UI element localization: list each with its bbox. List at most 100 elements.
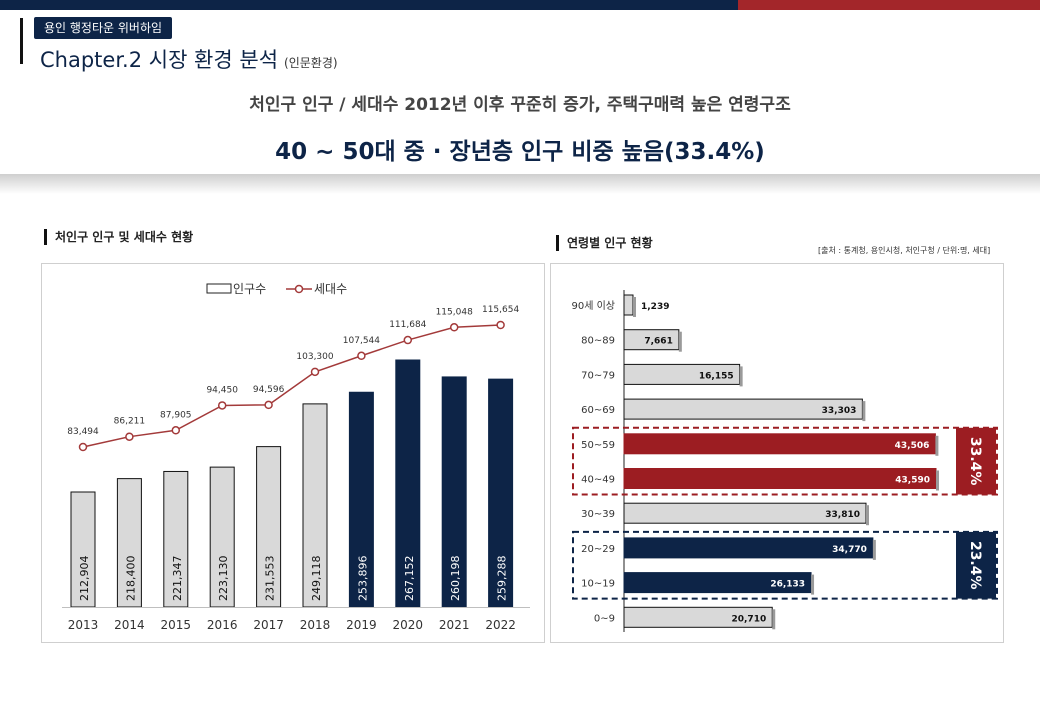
- household-point: [496, 320, 505, 330]
- population-bar-label: 223,130: [217, 556, 230, 602]
- age-category-label: 30~39: [581, 509, 615, 520]
- age-chart-panel: 90세 이상 1,239 80~89 7,661 70~79 16,155 60~69 33,…: [550, 263, 1004, 643]
- age-group-badge: [956, 427, 996, 495]
- population-bar: [256, 446, 282, 608]
- age-category-label: 90세 이상: [571, 300, 615, 312]
- chapter-title: Chapter.2 시장 환경 분석 (인문환경): [40, 44, 338, 74]
- age-category-label: 40~49: [581, 475, 615, 486]
- population-bar-label: 253,896: [356, 556, 369, 602]
- population-bar-label: 212,904: [78, 556, 91, 602]
- age-bar-label: 1,239: [641, 302, 669, 312]
- household-point: [171, 426, 181, 435]
- x-tick-label: 2017: [253, 618, 284, 632]
- x-tick-label: 2018: [300, 618, 331, 632]
- household-point: [403, 335, 413, 345]
- brand-badge: 용인 행정타운 위버하임: [34, 17, 173, 39]
- chapter-subtitle: (인문환경): [284, 56, 338, 70]
- x-tick-label: 2021: [439, 618, 470, 632]
- x-tick-label: 2019: [346, 618, 377, 632]
- top-bar-red: [738, 0, 1040, 10]
- household-label: 115,048: [436, 307, 473, 317]
- header-accent-line: [20, 18, 23, 64]
- household-point: [264, 400, 273, 410]
- household-point: [217, 401, 227, 410]
- population-bar-label: 221,347: [171, 556, 184, 602]
- age-category-label: 0~9: [594, 613, 615, 624]
- age-bar-shadow: [935, 435, 939, 456]
- household-point: [310, 367, 320, 377]
- population-bar-label: 249,118: [310, 556, 323, 602]
- population-bar: [395, 359, 421, 608]
- age-bar-label: 33,810: [825, 510, 860, 520]
- age-bar-label: 26,133: [770, 580, 805, 590]
- age-category-label: 70~79: [581, 370, 615, 381]
- legend-line-label: 세대수: [314, 282, 347, 296]
- household-label: 111,684: [389, 320, 426, 330]
- top-bar-navy: [0, 0, 738, 10]
- age-group-outline: [572, 530, 998, 600]
- age-group-badge: [956, 531, 996, 599]
- x-tick-label: 2013: [68, 618, 99, 632]
- age-category-label: 60~69: [581, 405, 615, 416]
- age-category-label: 80~89: [581, 336, 615, 347]
- age-group-outline: [572, 426, 998, 496]
- household-label: 94,450: [206, 385, 238, 395]
- household-point: [78, 442, 88, 452]
- population-bar-label: 218,400: [124, 556, 137, 602]
- household-label: 94,596: [253, 385, 285, 395]
- x-tick-label: 2014: [114, 618, 145, 632]
- population-bar: [116, 478, 142, 608]
- household-point: [357, 351, 366, 361]
- age-category-label: 20~29: [581, 544, 615, 555]
- age-bar-shadow: [811, 574, 815, 595]
- household-label: 83,494: [67, 427, 99, 437]
- age-bar-shadow: [865, 505, 869, 526]
- headline-line2: 40 ~ 50대 중 · 장년층 인구 비중 높음(33.4%): [275, 139, 765, 165]
- household-label: 103,300: [296, 352, 333, 362]
- legend-line-marker: [294, 284, 304, 294]
- age-bar: [623, 294, 634, 316]
- population-bar: [302, 403, 328, 608]
- age-bar: [623, 433, 936, 455]
- age-group-share-label: 23.4%: [967, 541, 983, 590]
- age-bar-shadow: [633, 297, 636, 317]
- age-bar-shadow: [862, 401, 866, 422]
- household-label: 115,654: [482, 305, 519, 315]
- left-panel-title: 처인구 인구 및 세대수 현황: [44, 229, 193, 245]
- age-group-share-label: 33.4%: [967, 437, 983, 486]
- household-line: [82, 324, 501, 448]
- age-bar-shadow: [936, 470, 939, 491]
- age-category-label: 50~59: [581, 440, 615, 451]
- age-bar: [623, 468, 937, 489]
- x-tick-label: 2022: [485, 618, 516, 632]
- age-bar-label: 43,506: [895, 441, 930, 451]
- x-tick-label: 2015: [161, 618, 192, 632]
- age-distribution-chart: 90세 이상 1,239 80~89 7,661 70~79 16,155 60~69 33,…: [571, 290, 998, 632]
- age-bar-label: 34,770: [832, 545, 867, 555]
- age-bar-label: 33,303: [822, 406, 857, 416]
- legend-bar-label: 인구수: [233, 282, 266, 296]
- population-bar-label: 267,152: [403, 556, 416, 602]
- age-bar-shadow: [739, 366, 743, 387]
- x-tick-label: 2016: [207, 618, 238, 632]
- age-bar-label: 16,155: [699, 371, 734, 381]
- age-bar-label: 7,661: [644, 337, 672, 347]
- age-bar-label: 43,590: [895, 476, 930, 486]
- right-panel-title: 연령별 인구 현황: [556, 235, 653, 251]
- x-tick-label: 2020: [393, 618, 424, 632]
- age-category-label: 10~19: [581, 579, 615, 590]
- household-label: 86,211: [114, 417, 145, 427]
- chapter-title-text: Chapter.2 시장 환경 분석: [40, 48, 279, 72]
- household-point: [125, 432, 134, 441]
- population-bar: [488, 378, 514, 608]
- age-bar-shadow: [678, 331, 682, 352]
- population-bar-label: 231,553: [264, 556, 277, 602]
- population-bar-label: 259,288: [496, 556, 509, 602]
- population-bar: [441, 376, 467, 608]
- divider-shadow: [0, 174, 1040, 194]
- household-label: 87,905: [160, 410, 192, 420]
- population-bar-label: 260,198: [449, 556, 462, 602]
- household-label: 107,544: [343, 336, 380, 346]
- source-note: [출처 : 통계청, 용인시청, 처인구청 / 단위:명, 세대]: [818, 246, 991, 255]
- household-point: [449, 323, 459, 332]
